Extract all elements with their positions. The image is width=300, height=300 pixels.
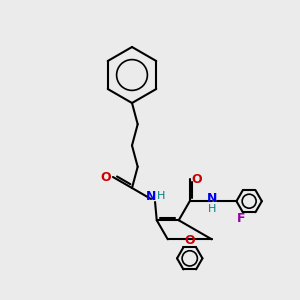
Text: O: O — [100, 170, 111, 184]
Text: F: F — [236, 212, 245, 225]
Text: O: O — [184, 234, 195, 247]
Text: H: H — [157, 191, 165, 201]
Text: N: N — [207, 192, 217, 205]
Text: O: O — [191, 173, 202, 186]
Text: N: N — [146, 190, 156, 202]
Text: H: H — [208, 204, 216, 214]
